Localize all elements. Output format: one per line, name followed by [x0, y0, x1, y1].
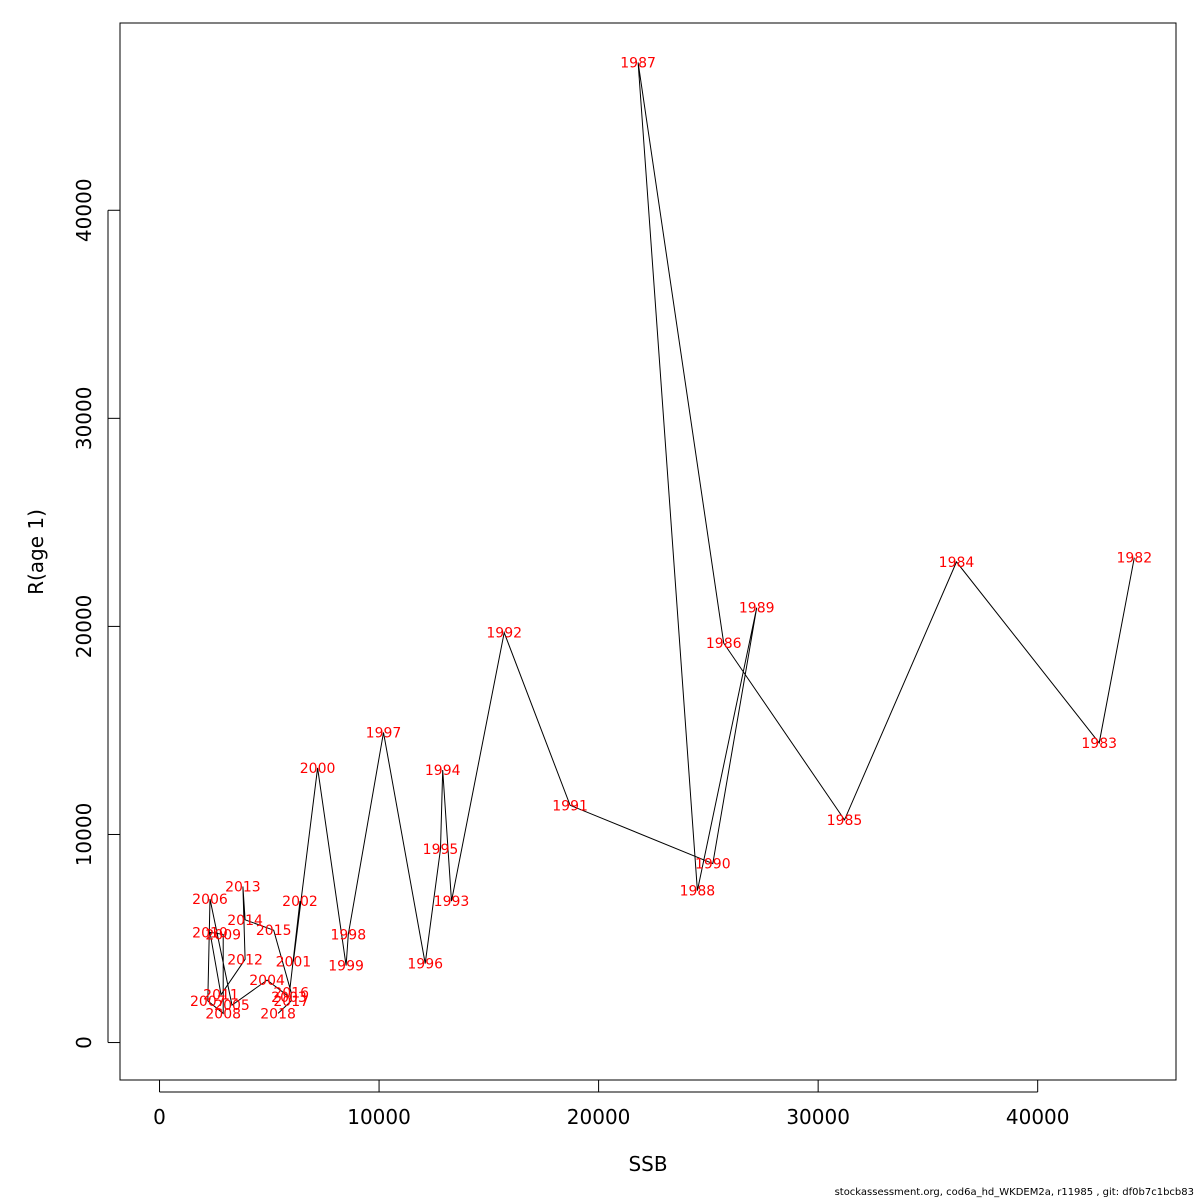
- point-label-2016: 2016: [273, 986, 309, 1002]
- y-tick-label: 20000: [72, 595, 96, 659]
- point-label-2000: 2000: [300, 761, 336, 777]
- point-label-1989: 1989: [739, 601, 775, 617]
- point-label-1999: 1999: [328, 959, 364, 975]
- y-tick-label: 30000: [72, 387, 96, 451]
- point-label-1998: 1998: [330, 927, 366, 943]
- footer-caption: stockassessment.org, cod6a_hd_WKDEM2a, r…: [834, 1187, 1194, 1198]
- y-axis: 0 10000 20000 30000 40000: [72, 178, 120, 1049]
- year-labels: 1982 1983 1984 1985 1986 1987 1988 1989 1990 1991…: [190, 56, 1152, 1023]
- point-label-1994: 1994: [425, 763, 461, 779]
- point-label-1983: 1983: [1081, 736, 1117, 752]
- point-label-1997: 1997: [366, 726, 402, 742]
- point-label-1992: 1992: [486, 626, 522, 642]
- x-tick-label: 0: [153, 1105, 166, 1129]
- point-label-1991: 1991: [552, 798, 588, 814]
- y-axis-title: R(age 1): [24, 509, 48, 595]
- point-label-2013: 2013: [225, 880, 261, 896]
- x-tick-label: 40000: [1006, 1105, 1070, 1129]
- point-label-1982: 1982: [1116, 551, 1152, 567]
- point-label-2001: 2001: [276, 954, 312, 970]
- point-label-1984: 1984: [939, 555, 975, 571]
- point-label-2004: 2004: [249, 973, 285, 989]
- point-label-2010: 2010: [192, 925, 228, 941]
- x-tick-label: 30000: [786, 1105, 850, 1129]
- y-tick-label: 0: [72, 1036, 96, 1049]
- point-label-1988: 1988: [680, 884, 716, 900]
- point-label-1995: 1995: [423, 842, 459, 858]
- x-tick-label: 20000: [567, 1105, 631, 1129]
- point-label-2017: 2017: [273, 994, 309, 1010]
- point-label-2014: 2014: [227, 913, 263, 929]
- point-label-1990: 1990: [695, 857, 731, 873]
- y-tick-label: 10000: [72, 803, 96, 867]
- point-label-2018: 2018: [260, 1006, 296, 1022]
- point-label-2011: 2011: [203, 988, 239, 1004]
- x-axis: 0 10000 20000 30000 40000: [153, 1080, 1070, 1129]
- point-label-1996: 1996: [407, 957, 443, 973]
- x-tick-label: 10000: [347, 1105, 411, 1129]
- point-label-2006: 2006: [192, 892, 228, 908]
- point-label-2007: 2007: [190, 994, 226, 1010]
- point-label-1986: 1986: [706, 636, 742, 652]
- point-label-2015: 2015: [256, 923, 292, 939]
- plot-frame: [119, 22, 1177, 1081]
- series-line: [207, 62, 1135, 1015]
- y-tick-label: 40000: [72, 178, 96, 242]
- point-label-1987: 1987: [620, 56, 656, 72]
- point-label-2005: 2005: [214, 998, 250, 1014]
- point-label-2009: 2009: [205, 927, 241, 943]
- point-label-2012: 2012: [227, 952, 263, 968]
- point-label-1993: 1993: [434, 894, 470, 910]
- point-label-1985: 1985: [827, 813, 863, 829]
- point-label-2002: 2002: [282, 894, 318, 910]
- point-label-2008: 2008: [205, 1006, 241, 1022]
- point-label-2003: 2003: [271, 990, 307, 1006]
- x-axis-title: SSB: [628, 1152, 667, 1176]
